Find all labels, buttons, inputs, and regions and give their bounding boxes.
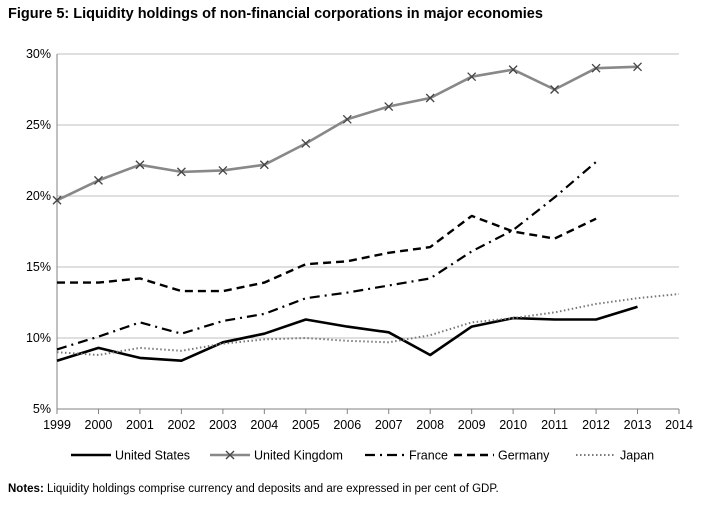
x-marker-stroke (301, 139, 311, 148)
x-tick-label: 2006 (333, 418, 361, 432)
x-tick-label: 2000 (85, 418, 113, 432)
legend-label-japan: Japan (620, 449, 654, 463)
x-marker-stroke (591, 63, 601, 73)
y-tick-label: 20% (26, 189, 51, 203)
x-marker-stroke (135, 160, 145, 170)
x-marker-stroke (259, 160, 269, 170)
x-marker-stroke (550, 85, 560, 94)
series-line-france (56, 161, 597, 351)
data-point-united-kingdom (135, 160, 145, 170)
data-point-united-kingdom (425, 93, 435, 103)
x-tick-label: 2002 (167, 418, 195, 432)
notes-label: Notes: (8, 483, 44, 495)
data-point-united-kingdom (591, 63, 601, 73)
legend-label-france: France (409, 449, 448, 463)
x-marker-stroke (94, 175, 103, 185)
x-tick-label: 2011 (541, 418, 568, 432)
data-point-united-kingdom (218, 165, 228, 175)
x-marker-stroke (425, 93, 435, 103)
y-tick-label: 10% (26, 331, 51, 345)
y-tick-label: 30% (26, 47, 51, 61)
data-point-united-kingdom (301, 139, 311, 148)
data-point-united-kingdom (52, 195, 62, 205)
x-tick-label: 2014 (665, 418, 693, 432)
data-point-united-kingdom (342, 114, 352, 124)
x-tick-label: 2008 (416, 418, 444, 432)
legend-x-marker (225, 450, 235, 460)
x-tick-label: 1999 (43, 418, 71, 432)
data-point-united-kingdom (94, 175, 103, 185)
data-point-united-kingdom (176, 167, 186, 177)
legend-label-germany: Germany (498, 449, 550, 463)
legend: United States United Kingdom France Germany… (71, 449, 654, 463)
x-tick-label: 2013 (624, 418, 652, 432)
x-marker-stroke (508, 65, 518, 75)
legend-label-united-states: United States (115, 449, 190, 463)
x-marker-stroke (218, 165, 228, 175)
x-marker-stroke (633, 62, 642, 72)
x-marker-stroke (52, 195, 62, 205)
x-tick-label: 2012 (582, 418, 610, 432)
x-marker-stroke (384, 102, 394, 111)
data-point-united-kingdom (384, 102, 394, 111)
series-line-germany (57, 214, 597, 293)
y-axis-ticks: 5% 10% 15% 20% 25% 30% (26, 47, 51, 416)
data-point-united-kingdom (508, 65, 518, 75)
x-tick-label: 2009 (458, 418, 486, 432)
y-tick-label: 25% (26, 118, 51, 132)
x-tick-label: 2007 (375, 418, 403, 432)
series-group (52, 62, 680, 362)
data-point-united-kingdom (467, 72, 477, 82)
series-line-united-kingdom (56, 65, 638, 202)
series-line-united-states (56, 305, 638, 362)
chart-title: Figure 5: Liquidity holdings of non-fina… (8, 6, 543, 22)
x-tick-label: 2003 (209, 418, 237, 432)
x-axis-ticks: 1999 2000 2001 2002 2003 2004 2005 2006 2007 2008… (43, 409, 693, 432)
x-tick-label: 2001 (126, 418, 154, 432)
gridlines (57, 53, 679, 339)
x-marker-stroke (467, 72, 477, 82)
chart-notes: Notes: Liquidity holdings comprise curre… (8, 483, 499, 495)
notes-text: Liquidity holdings comprise currency and… (43, 483, 499, 495)
data-point-united-kingdom (259, 160, 269, 170)
y-tick-label: 15% (26, 260, 51, 274)
x-marker-stroke (176, 167, 186, 177)
legend-label-united-kingdom: United Kingdom (254, 449, 343, 463)
axes (56, 54, 679, 410)
x-tick-label: 2004 (250, 418, 278, 432)
x-tick-label: 2005 (292, 418, 320, 432)
y-tick-label: 5% (33, 402, 51, 416)
data-point-united-kingdom (550, 85, 560, 94)
data-point-united-kingdom (633, 62, 642, 72)
series-line-japan (56, 293, 680, 356)
x-tick-label: 2010 (499, 418, 527, 432)
x-marker-stroke (342, 114, 352, 124)
